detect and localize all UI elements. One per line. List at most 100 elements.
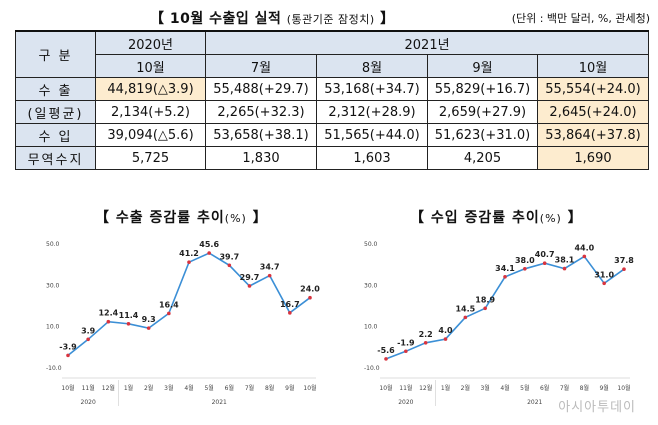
chart-title-bracket: 】 [567,210,583,226]
chart-title-unit: (%) [539,212,562,225]
table-cell: 39,094(△5.6) [95,123,206,147]
chart-title-unit: (%) [224,212,247,225]
chart-title-bracket: 】 [252,210,268,226]
x-tick-label: 8월 [580,384,589,392]
x-tick-label: 11월 [399,384,412,392]
table-row-exports: 수 출 44,819(△3.9) 55,488(+29.7) 53,168(+3… [15,77,650,101]
trade-table: 구 분 2020년 2021년 10월 7월 8월 9월 10월 수 출 44,… [15,30,650,170]
data-label: 9.3 [142,315,156,324]
row-label: 수 입 [15,123,96,147]
data-point [207,251,211,255]
y-tick-label: 10.0 [364,324,378,331]
y-tick-label: 30.0 [46,282,60,289]
table-cell: 1,603 [316,146,428,170]
row-label: (일평균) [15,100,96,124]
data-label: 31.0 [594,270,614,279]
data-label: 41.2 [179,249,199,258]
row-label: 무역수지 [15,146,96,170]
x-tick-label: 1월 [441,384,450,392]
data-label: -1.9 [397,338,415,347]
data-label: 3.9 [81,326,96,335]
data-point [288,311,292,315]
x-tick-label: 7월 [245,384,254,392]
data-point [523,267,527,271]
x-group-label: 2021 [212,399,227,406]
data-label: 39.7 [219,252,239,261]
y-tick-label: 50.0 [46,241,60,248]
chart-title-text: 【 수입 증감률 추이 [410,210,540,226]
table-row-daily-average: (일평균) 2,134(+5.2) 2,265(+32.3) 2,312(+28… [15,100,650,124]
x-tick-label: 4월 [500,384,509,392]
x-tick-label: 7월 [560,384,569,392]
data-point [602,281,606,286]
data-label: 44.0 [574,243,594,252]
data-label: 24.0 [300,285,320,294]
month-header: 10월 [95,54,206,78]
table-cell: 44,819(△3.9) [95,77,206,101]
x-tick-label: 1월 [124,384,133,392]
data-label: 4.0 [438,326,453,335]
unit-label: (단위 : 백만 달러, %, 관세청) [511,12,650,25]
y-tick-label: 50.0 [364,241,378,248]
table-corner: 구 분 [15,30,96,78]
data-label: 11.4 [119,311,139,320]
x-tick-label: 5월 [204,384,213,392]
table-cell: 55,488(+29.7) [205,77,317,101]
x-tick-label: 4월 [184,384,193,392]
x-tick-label: 12월 [102,384,115,392]
x-tick-label: 10월 [303,384,316,392]
chart-title-text: 【 수출 증감률 추이 [95,210,225,226]
table-header-row: 구 분 2020년 2021년 [15,30,650,78]
title-text: 【 10월 수출입 실적 [150,11,282,27]
x-tick-label: 6월 [225,384,234,392]
table-cell: 53,658(+38.1) [205,123,317,147]
table-cell: 1,830 [205,146,317,170]
data-point [146,326,151,330]
table-row-trade-balance: 무역수지 5,725 1,830 1,603 4,205 1,690 [15,146,650,170]
month-header: 10월 [536,54,650,78]
x-tick-label: 3월 [480,384,489,392]
data-point [542,261,547,266]
month-header: 7월 [205,54,317,78]
data-label: 38.1 [555,256,575,265]
x-tick-label: 5월 [520,384,529,392]
table-cell: 2,659(+27.9) [427,100,538,124]
table-month-row: 10월 7월 8월 9월 10월 [16,54,650,78]
data-point [423,340,428,345]
x-tick-label: 3월 [164,384,173,392]
data-point [227,263,232,268]
x-tick-label: 8월 [265,384,274,392]
data-point [463,315,468,320]
x-tick-label: 10월 [617,384,630,392]
x-group-label: 2021 [527,399,542,406]
table-cell: 2,134(+5.2) [95,100,206,124]
x-tick-label: 2월 [461,384,470,392]
data-label: 34.7 [260,263,280,272]
y-tick-label: 10.0 [46,324,60,331]
table-cell: 4,205 [427,146,538,170]
y-tick-label: -10.0 [46,365,62,372]
table-cell: 51,565(+44.0) [316,123,428,147]
year-2020-header: 2020년 [95,30,206,55]
data-point [443,337,448,341]
data-label: 38.0 [515,256,535,265]
data-label: 18.9 [475,295,495,304]
month-header: 8월 [316,54,428,78]
table-cell: 51,623(+31.0) [427,123,538,147]
data-point [483,306,487,311]
data-label: 12.4 [98,309,118,318]
data-label: 40.7 [535,250,555,259]
watermark-logo: 아시아투데이 [558,400,636,415]
x-tick-label: 10월 [379,384,392,392]
row-label: 수 출 [15,77,96,101]
x-tick-label: 9월 [599,384,608,392]
data-point [384,357,388,361]
data-label: -3.9 [59,342,77,351]
y-tick-label: -10.0 [364,365,380,372]
data-label: 29.7 [240,273,260,282]
import-line-chart: 50.0 30.0 10.0 -10.0 -5.6-1.9 2.2 4.0 14.518.9 3… [364,241,634,406]
data-point [106,319,111,324]
data-point [562,266,567,271]
data-label: 37.8 [614,256,634,265]
data-point [126,321,131,326]
